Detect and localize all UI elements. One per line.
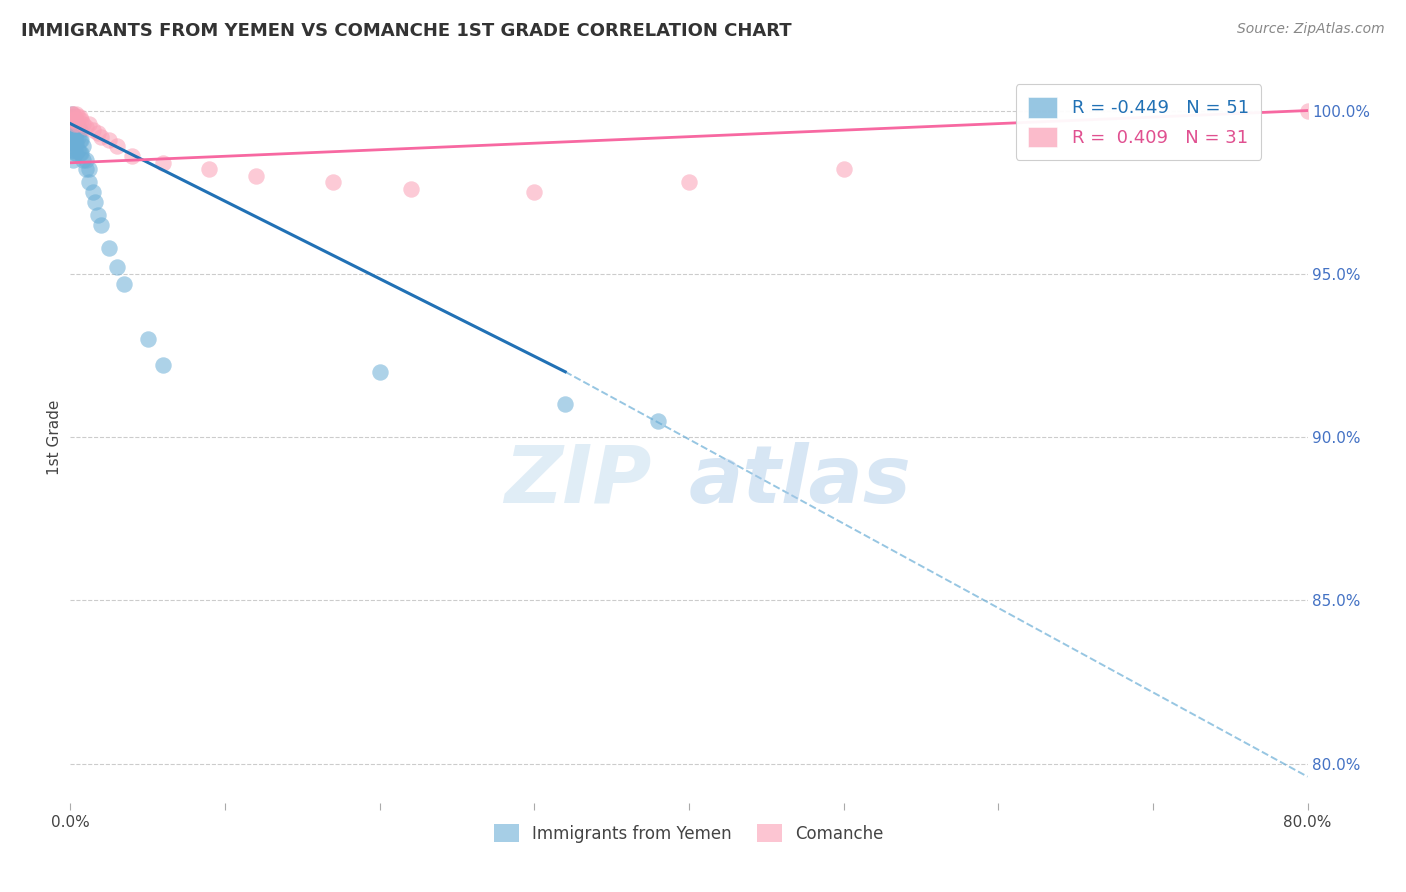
Point bbox=[72, 117, 94, 131]
Point bbox=[523, 185, 546, 199]
Point bbox=[63, 146, 86, 161]
Y-axis label: 1st Grade: 1st Grade bbox=[46, 400, 62, 475]
Point bbox=[75, 162, 97, 177]
Point bbox=[65, 117, 87, 131]
Point bbox=[98, 133, 120, 147]
Point bbox=[136, 332, 159, 346]
Point bbox=[67, 110, 90, 124]
Point bbox=[322, 175, 344, 189]
Point bbox=[72, 153, 94, 167]
Point bbox=[152, 156, 174, 170]
Point bbox=[62, 110, 84, 124]
Point bbox=[98, 241, 120, 255]
Point bbox=[69, 133, 91, 147]
Point bbox=[67, 120, 90, 134]
Point bbox=[832, 162, 855, 177]
Text: IMMIGRANTS FROM YEMEN VS COMANCHE 1ST GRADE CORRELATION CHART: IMMIGRANTS FROM YEMEN VS COMANCHE 1ST GR… bbox=[21, 22, 792, 40]
Point bbox=[69, 146, 91, 161]
Point bbox=[65, 113, 87, 128]
Point bbox=[67, 117, 90, 131]
Point bbox=[60, 127, 83, 141]
Point bbox=[65, 136, 87, 151]
Point bbox=[121, 149, 143, 163]
Point bbox=[63, 129, 86, 144]
Point bbox=[647, 414, 669, 428]
Point bbox=[82, 123, 105, 137]
Point bbox=[152, 358, 174, 372]
Point bbox=[77, 162, 100, 177]
Point bbox=[62, 153, 84, 167]
Text: Source: ZipAtlas.com: Source: ZipAtlas.com bbox=[1237, 22, 1385, 37]
Point bbox=[77, 175, 100, 189]
Point bbox=[87, 127, 110, 141]
Point bbox=[90, 218, 112, 232]
Point bbox=[63, 120, 86, 134]
Point bbox=[63, 117, 86, 131]
Point bbox=[63, 113, 86, 128]
Point bbox=[82, 185, 105, 199]
Point bbox=[62, 143, 84, 157]
Point bbox=[90, 129, 112, 144]
Point bbox=[60, 143, 83, 157]
Point bbox=[62, 129, 84, 144]
Point bbox=[60, 133, 83, 147]
Point bbox=[75, 120, 97, 134]
Point bbox=[84, 194, 107, 209]
Point bbox=[62, 136, 84, 151]
Point bbox=[245, 169, 267, 183]
Point bbox=[70, 133, 93, 147]
Point bbox=[69, 123, 91, 137]
Point bbox=[59, 110, 82, 124]
Point bbox=[67, 143, 90, 157]
Point bbox=[554, 397, 576, 411]
Point bbox=[399, 182, 422, 196]
Point bbox=[67, 129, 90, 144]
Point bbox=[70, 113, 93, 128]
Point bbox=[60, 113, 83, 128]
Point bbox=[63, 136, 86, 151]
Point bbox=[62, 107, 84, 121]
Point bbox=[69, 110, 91, 124]
Point bbox=[75, 153, 97, 167]
Point bbox=[60, 120, 83, 134]
Point bbox=[65, 127, 87, 141]
Point bbox=[59, 110, 82, 124]
Point bbox=[65, 107, 87, 121]
Point bbox=[60, 113, 83, 128]
Text: atlas: atlas bbox=[689, 442, 911, 520]
Point bbox=[1296, 103, 1319, 118]
Point bbox=[63, 110, 86, 124]
Text: ZIP: ZIP bbox=[505, 442, 652, 520]
Point bbox=[72, 139, 94, 153]
Point bbox=[70, 146, 93, 161]
Legend: Immigrants from Yemen, Comanche: Immigrants from Yemen, Comanche bbox=[488, 818, 890, 849]
Point bbox=[59, 117, 82, 131]
Point bbox=[62, 113, 84, 128]
Point bbox=[77, 117, 100, 131]
Point bbox=[87, 208, 110, 222]
Point bbox=[59, 123, 82, 137]
Point bbox=[62, 123, 84, 137]
Point bbox=[65, 146, 87, 161]
Point bbox=[368, 365, 391, 379]
Point bbox=[198, 162, 221, 177]
Point bbox=[62, 117, 84, 131]
Point bbox=[678, 175, 700, 189]
Point bbox=[60, 107, 83, 121]
Point bbox=[105, 260, 128, 275]
Point bbox=[60, 107, 83, 121]
Point bbox=[105, 139, 128, 153]
Point bbox=[114, 277, 135, 291]
